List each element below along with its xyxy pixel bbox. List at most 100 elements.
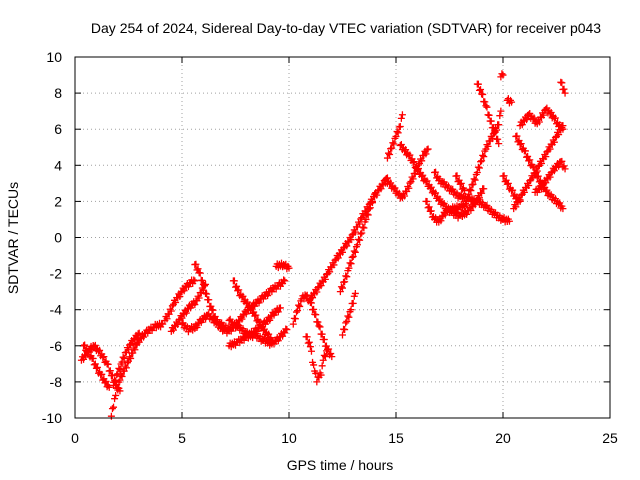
data-point — [318, 330, 326, 338]
data-point — [289, 320, 297, 328]
data-point — [339, 331, 346, 339]
data-point — [349, 252, 357, 260]
data-point — [225, 317, 233, 325]
data-point — [478, 189, 486, 197]
data-point — [542, 153, 550, 161]
data-point — [112, 377, 120, 385]
data-point — [265, 330, 273, 338]
data-point — [485, 111, 493, 119]
data-point — [463, 210, 471, 218]
data-point — [343, 273, 351, 281]
data-point — [388, 144, 396, 152]
data-point — [276, 304, 284, 312]
data-point — [342, 319, 350, 327]
data-point — [84, 350, 92, 358]
data-point — [391, 184, 399, 192]
data-point — [495, 140, 503, 148]
data-point — [317, 371, 325, 379]
data-point — [346, 259, 354, 267]
data-point — [127, 354, 135, 362]
data-point — [431, 190, 439, 198]
data-point — [359, 223, 367, 231]
data-point — [191, 277, 199, 285]
data-point — [108, 405, 116, 413]
data-point — [100, 353, 108, 361]
data-point — [196, 269, 204, 277]
data-point — [523, 116, 531, 124]
data-point — [392, 132, 400, 140]
data-point — [427, 183, 435, 191]
data-point — [398, 111, 406, 119]
data-point — [371, 190, 379, 198]
data-point — [307, 299, 315, 307]
data-point — [296, 302, 304, 310]
data-point — [471, 176, 479, 184]
data-point — [560, 162, 568, 170]
data-point — [291, 315, 299, 323]
data-point — [205, 296, 213, 304]
data-point — [167, 307, 175, 315]
data-point — [499, 71, 507, 79]
data-point — [521, 147, 529, 155]
data-point — [239, 292, 247, 300]
data-point — [93, 363, 101, 371]
data-point — [557, 126, 565, 134]
data-point — [467, 206, 475, 214]
data-point — [397, 114, 405, 122]
data-point — [310, 305, 318, 313]
data-point — [410, 158, 418, 166]
data-point — [235, 316, 243, 324]
data-point — [330, 261, 338, 269]
data-points-layer — [77, 70, 569, 420]
data-point — [178, 314, 186, 322]
data-point — [111, 376, 119, 384]
data-point — [353, 241, 361, 249]
data-point — [322, 347, 330, 355]
data-point — [474, 80, 482, 88]
data-point — [529, 174, 537, 182]
data-point — [285, 264, 293, 272]
data-point — [520, 188, 528, 196]
data-point — [182, 309, 190, 317]
data-point — [546, 173, 554, 181]
data-point — [326, 268, 334, 276]
data-point — [312, 311, 320, 319]
data-point — [535, 118, 543, 126]
data-point — [342, 272, 350, 280]
data-point — [492, 128, 500, 136]
data-point — [533, 167, 541, 175]
data-point — [482, 102, 490, 110]
data-point — [423, 177, 431, 185]
data-point — [163, 315, 171, 323]
data-point — [251, 312, 259, 320]
data-point — [423, 197, 431, 205]
data-point — [178, 320, 186, 328]
data-point — [543, 186, 551, 194]
data-point — [234, 321, 242, 329]
data-point — [168, 302, 176, 310]
data-point — [233, 282, 241, 290]
data-point — [108, 372, 116, 380]
data-point — [363, 210, 371, 218]
data-point — [207, 302, 215, 310]
x-tick-label: 5 — [178, 430, 186, 446]
data-point — [406, 151, 414, 159]
data-point — [113, 371, 121, 379]
data-point — [200, 282, 208, 290]
y-tick-label: 8 — [54, 85, 62, 101]
data-point — [480, 185, 488, 193]
data-point — [538, 159, 546, 167]
y-tick-label: -4 — [50, 302, 63, 318]
data-point — [264, 292, 272, 300]
data-point — [505, 217, 513, 225]
data-point — [198, 277, 206, 285]
data-point — [114, 384, 122, 392]
data-point — [466, 185, 474, 193]
data-point — [378, 180, 386, 188]
data-point — [419, 171, 427, 179]
data-point — [209, 306, 217, 314]
data-point — [500, 172, 508, 180]
data-point — [348, 253, 356, 261]
data-point — [456, 180, 464, 188]
data-point — [315, 322, 323, 330]
